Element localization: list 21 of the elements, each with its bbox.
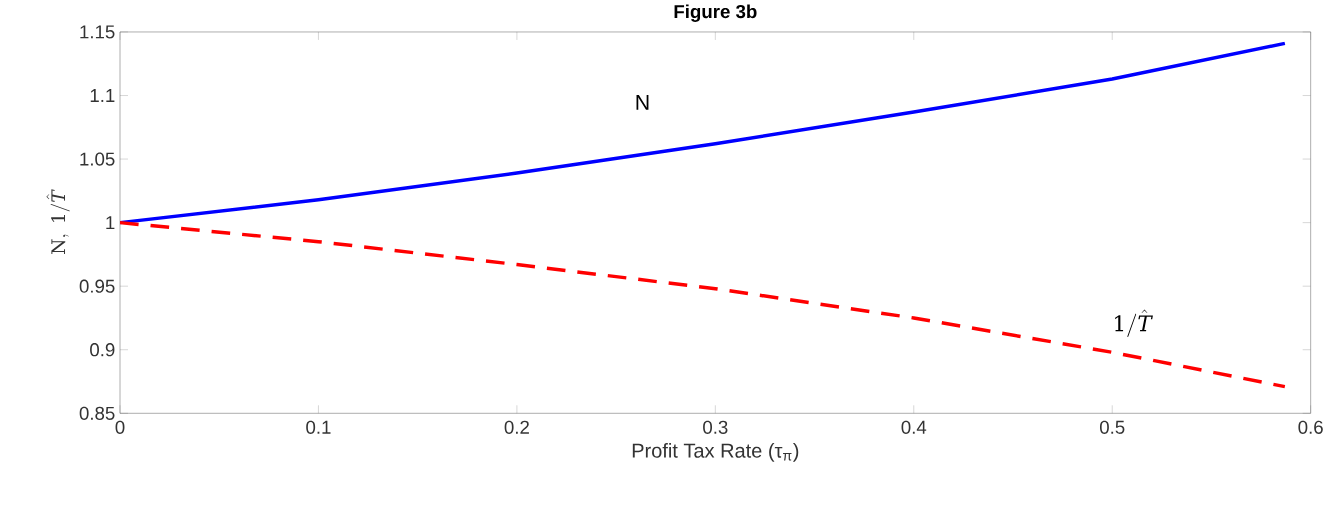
y-tick-label: 0.9 bbox=[90, 342, 115, 357]
y-tick-label: 0.85 bbox=[79, 406, 115, 420]
x-tick-label: 0 bbox=[115, 420, 125, 434]
x-tick-label: 0.3 bbox=[703, 420, 728, 434]
y-tick-label: 1 bbox=[106, 216, 115, 229]
x-tick-label: 0.2 bbox=[504, 420, 529, 434]
x-tick-label: 0.5 bbox=[1099, 420, 1125, 434]
x-tick-label: 0.4 bbox=[901, 420, 927, 434]
y-tick-label: 0.95 bbox=[79, 279, 115, 293]
y-tick-label: 1.05 bbox=[80, 152, 115, 166]
y-tick-label: 1.1 bbox=[90, 88, 115, 102]
series-label: $1/\hat{T}$ bbox=[1115, 309, 1153, 337]
x-tick-label: 0.6 bbox=[1298, 420, 1323, 434]
line-series bbox=[120, 220, 1287, 389]
x-axis-title: Profit Tax Rate (τ$_{π}$) bbox=[632, 442, 799, 462]
line-series bbox=[120, 41, 1287, 225]
x-tick-label: 0.1 bbox=[306, 420, 331, 434]
text: N bbox=[636, 94, 649, 110]
chart-title: Figure 3b bbox=[674, 4, 757, 22]
y-axis-title: $\mathrm{N},\ 1/\hat{T}$ bbox=[46, 189, 70, 254]
y-tick-label: 1.15 bbox=[80, 25, 115, 39]
